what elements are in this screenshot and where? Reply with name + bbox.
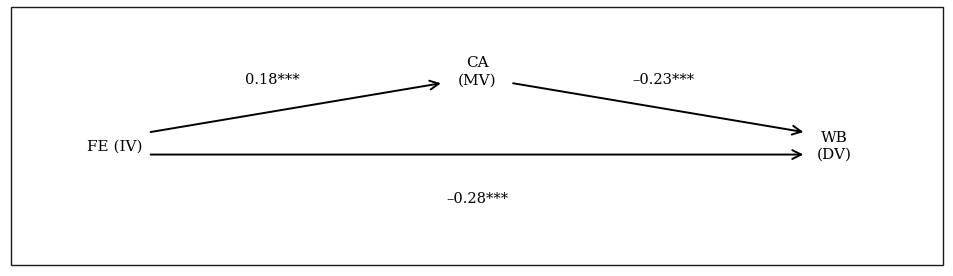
Text: CA
(MV): CA (MV) <box>457 56 496 87</box>
Text: –0.23***: –0.23*** <box>631 73 694 87</box>
Text: 0.18***: 0.18*** <box>244 73 299 87</box>
Text: WB
(DV): WB (DV) <box>817 131 851 162</box>
Text: FE (IV): FE (IV) <box>87 139 142 153</box>
Text: –0.28***: –0.28*** <box>445 192 508 206</box>
